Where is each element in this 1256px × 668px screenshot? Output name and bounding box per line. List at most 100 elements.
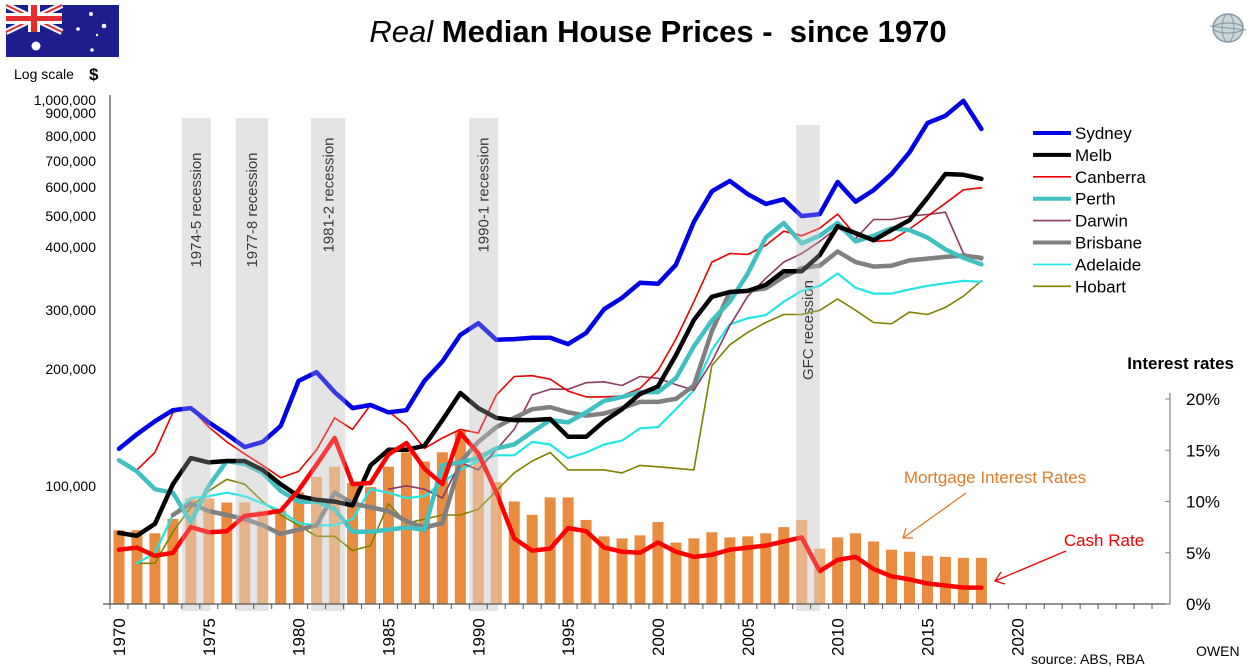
mortgage-rate-bar [778, 527, 790, 604]
x-tick-label: 1970 [110, 618, 129, 656]
mortgage-rate-bar [418, 461, 430, 604]
left-tick-label: 200,000 [45, 361, 96, 377]
right-tick-label: 0% [1186, 595, 1211, 614]
recession-overlay [469, 118, 499, 611]
legend-label-perth: Perth [1075, 190, 1116, 209]
x-tick-label: 2005 [739, 618, 758, 656]
credit-note: OWEN [1196, 643, 1240, 659]
source-note: source: ABS, RBA [1031, 651, 1145, 667]
series-line-darwin [387, 211, 983, 499]
mortgage-rate-bar [293, 492, 305, 604]
mortgage-rate-bar [526, 514, 538, 604]
mortgage-rate-bar [382, 466, 394, 604]
mortgage-rate-bar [490, 482, 502, 604]
mortgage-rate-bar [149, 533, 161, 604]
mortgage-rate-bar [921, 555, 933, 604]
mortgage-rate-bar [275, 510, 287, 604]
mortgage-rate-bar [508, 501, 520, 604]
legend-label-canberra: Canberra [1075, 168, 1146, 187]
mortgage-rate-bar [814, 548, 826, 604]
mortgage-rate-bar [311, 476, 323, 604]
mortgage-rate-bar [131, 530, 143, 604]
legend: Sydney Melb Canberra Perth Darwin Brisbane Ade… [1033, 124, 1146, 296]
x-tick-label: 1995 [559, 618, 578, 656]
recession-overlay [235, 118, 269, 611]
recession-label: 1990-1 recession [476, 137, 493, 252]
mortgage-rate-bar [939, 556, 951, 604]
x-tick-label: 2020 [1008, 618, 1027, 656]
mortgage-rate-bar [850, 533, 862, 604]
australia-flag-icon [4, 2, 119, 57]
recession-label: GFC recession [800, 280, 817, 380]
left-tick-label: 600,000 [45, 179, 96, 195]
recession-label: 1974-5 recession [188, 152, 205, 267]
recession-band [796, 125, 820, 611]
mortgage-rate-bar [185, 498, 197, 604]
mortgage-rate-bar [957, 557, 969, 604]
axes: 100,000 200,000 300,000 400,000 500,000 600,0… [34, 92, 1220, 656]
mortgage-rate-bar [670, 542, 682, 604]
recession-label: 1981-2 recession [320, 137, 337, 252]
mortgage-rate-bar [724, 537, 736, 604]
right-tick-label: 10% [1186, 493, 1220, 512]
series-line-melb [116, 171, 984, 539]
left-tick-label: 900,000 [45, 105, 96, 121]
left-tick-label: 500,000 [45, 208, 96, 224]
recession-label: 1977-8 recession [244, 152, 261, 267]
right-tick-label: 15% [1186, 441, 1220, 460]
x-tick-label: 1990 [469, 618, 488, 656]
x-tick-label: 1980 [290, 618, 309, 656]
cash-rate-arrow-icon [993, 550, 1067, 585]
left-tick-label: 300,000 [45, 302, 96, 318]
right-tick-label: 20% [1186, 390, 1220, 409]
chart-title: Real Median House Prices - since 1970 [369, 14, 946, 49]
x-tick-label: 2000 [649, 618, 668, 656]
mortgage-rates-annotation: Mortgage Interest Rates [904, 468, 1086, 487]
mortgage-rate-bar [634, 535, 646, 604]
right-tick-label: 5% [1186, 544, 1211, 563]
cash-rate-annotation: Cash Rate [1064, 531, 1144, 550]
mortgage-rate-bar [329, 466, 341, 604]
left-axis-currency-symbol: $ [89, 65, 99, 84]
legend-label-darwin: Darwin [1075, 212, 1128, 231]
mortgage-rate-bar [868, 541, 880, 604]
price-lines [116, 98, 984, 565]
cash-rate-line [116, 430, 984, 590]
mortgage-rate-bar [167, 518, 179, 604]
mortgage-rate-bar [113, 530, 125, 604]
x-tick-label: 2010 [829, 618, 848, 656]
mortgage-rate-bar [706, 532, 718, 604]
mortgage-arrow-icon [902, 492, 967, 539]
mortgage-rate-bar [257, 510, 269, 604]
x-tick-label: 1985 [379, 618, 398, 656]
mortgage-rate-bar [436, 452, 448, 604]
mortgage-rate-bar [239, 502, 251, 604]
globe-logo-icon [1209, 13, 1247, 43]
mortgage-rate-bar [203, 498, 215, 604]
x-tick-label: 2015 [918, 618, 937, 656]
left-tick-label: 100,000 [45, 478, 96, 494]
right-axis-label: Interest rates [1127, 354, 1234, 373]
left-tick-label: 1,000,000 [34, 92, 96, 108]
legend-label-melb: Melb [1075, 146, 1112, 165]
mortgage-rate-bar [221, 502, 233, 604]
mortgage-rate-bar [598, 536, 610, 604]
series-line-canberra [136, 187, 983, 479]
mortgage-rate-bar [616, 538, 628, 604]
mortgage-rate-bar [580, 519, 592, 604]
mortgage-rate-bar [832, 537, 844, 604]
x-tick-label: 1975 [200, 618, 219, 656]
mortgage-rate-bar [688, 538, 700, 604]
legend-label-brisbane: Brisbane [1075, 234, 1142, 253]
series-line-sydney [116, 98, 984, 452]
legend-label-sydney: Sydney [1075, 124, 1132, 143]
mortgage-rate-bar [652, 522, 664, 604]
legend-label-adelaide: Adelaide [1075, 255, 1141, 274]
recession-overlay [796, 125, 820, 611]
mortgage-rate-bar [454, 430, 466, 604]
recession-overlay [181, 118, 211, 611]
title-rest: Median House Prices - since 1970 [433, 14, 946, 49]
mortgage-rate-bar [347, 483, 359, 604]
mortgage-rate-bar [742, 536, 754, 604]
mortgage-rate-bar [975, 557, 987, 604]
